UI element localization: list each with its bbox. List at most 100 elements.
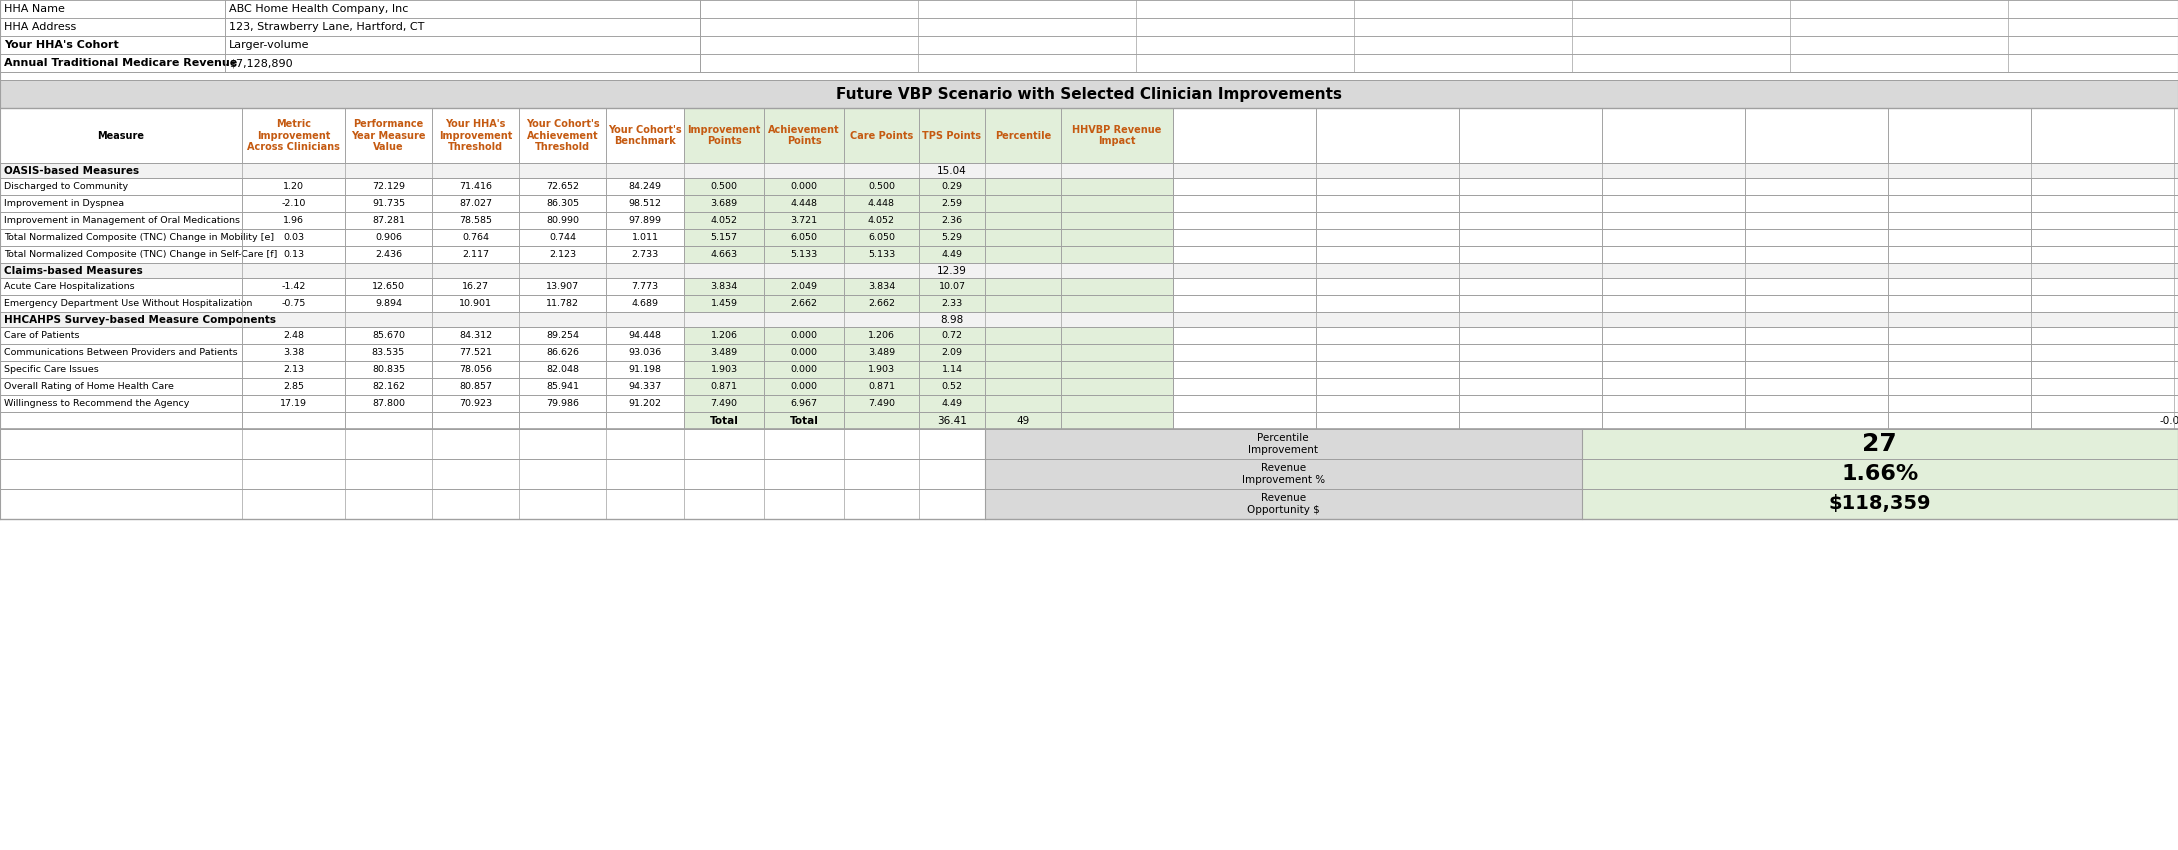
Bar bbox=[1745, 178, 1888, 195]
Bar bbox=[344, 378, 431, 395]
Bar bbox=[1745, 108, 1888, 163]
Bar bbox=[1745, 361, 1888, 378]
Text: 98.512: 98.512 bbox=[629, 199, 662, 208]
Text: 1.206: 1.206 bbox=[710, 331, 738, 340]
Bar bbox=[344, 344, 431, 361]
Bar bbox=[845, 295, 919, 312]
Text: 0.871: 0.871 bbox=[710, 382, 738, 391]
Bar bbox=[1061, 246, 1174, 263]
Bar bbox=[1316, 378, 1459, 395]
Bar bbox=[845, 229, 919, 246]
Text: 12.39: 12.39 bbox=[937, 265, 967, 275]
Bar bbox=[764, 361, 845, 378]
Bar bbox=[1316, 246, 1459, 263]
Bar bbox=[605, 378, 684, 395]
Bar bbox=[919, 195, 984, 212]
Bar bbox=[1459, 395, 1603, 412]
Text: 123, Strawberry Lane, Hartford, CT: 123, Strawberry Lane, Hartford, CT bbox=[229, 22, 425, 32]
Text: TPS Points: TPS Points bbox=[923, 131, 982, 140]
Text: HHA Address: HHA Address bbox=[4, 22, 76, 32]
Bar bbox=[919, 378, 984, 395]
Bar bbox=[518, 395, 605, 412]
Bar bbox=[1061, 378, 1174, 395]
Bar bbox=[2032, 212, 2178, 229]
Bar bbox=[0, 312, 2178, 327]
Text: 91.198: 91.198 bbox=[629, 365, 662, 374]
Bar bbox=[764, 212, 845, 229]
Bar bbox=[0, 212, 242, 229]
Bar bbox=[1603, 327, 1745, 344]
Bar bbox=[431, 327, 518, 344]
Bar bbox=[1316, 212, 1459, 229]
Text: Improvement in Management of Oral Medications: Improvement in Management of Oral Medica… bbox=[4, 216, 240, 225]
Bar bbox=[684, 212, 764, 229]
Bar bbox=[2032, 278, 2178, 295]
Bar bbox=[0, 36, 224, 54]
Bar bbox=[605, 278, 684, 295]
Text: 0.72: 0.72 bbox=[941, 331, 963, 340]
Text: Percentile: Percentile bbox=[995, 131, 1052, 140]
Text: 1.903: 1.903 bbox=[869, 365, 895, 374]
Bar bbox=[518, 361, 605, 378]
Bar bbox=[431, 229, 518, 246]
Bar bbox=[845, 412, 919, 429]
Text: 2.049: 2.049 bbox=[791, 282, 817, 291]
Bar bbox=[605, 395, 684, 412]
Bar bbox=[431, 246, 518, 263]
Text: 2.733: 2.733 bbox=[632, 250, 658, 259]
Bar bbox=[984, 395, 1061, 412]
Bar bbox=[431, 278, 518, 295]
Bar bbox=[764, 108, 845, 163]
Bar bbox=[1603, 212, 1745, 229]
Bar bbox=[1174, 195, 1316, 212]
Text: 36.41: 36.41 bbox=[937, 416, 967, 426]
Text: 0.000: 0.000 bbox=[791, 365, 817, 374]
Text: 0.000: 0.000 bbox=[791, 382, 817, 391]
Bar bbox=[2032, 195, 2178, 212]
Bar bbox=[0, 295, 242, 312]
Bar bbox=[1061, 361, 1174, 378]
Bar bbox=[344, 395, 431, 412]
Bar bbox=[1316, 108, 1459, 163]
Bar bbox=[1061, 195, 1174, 212]
Text: -0.06%: -0.06% bbox=[2161, 416, 2178, 426]
Bar bbox=[518, 246, 605, 263]
Bar bbox=[1745, 246, 1888, 263]
Bar bbox=[1174, 229, 1316, 246]
Bar bbox=[919, 278, 984, 295]
Bar bbox=[2032, 378, 2178, 395]
Bar bbox=[1459, 344, 1603, 361]
Text: 4.448: 4.448 bbox=[791, 199, 817, 208]
Bar bbox=[699, 54, 2178, 72]
Bar bbox=[431, 295, 518, 312]
Bar bbox=[919, 412, 984, 429]
Bar bbox=[684, 178, 764, 195]
Bar bbox=[1745, 212, 1888, 229]
Bar bbox=[845, 378, 919, 395]
Bar bbox=[1061, 229, 1174, 246]
Text: 3.689: 3.689 bbox=[710, 199, 738, 208]
Bar bbox=[431, 108, 518, 163]
Bar bbox=[1888, 195, 2032, 212]
Text: Larger-volume: Larger-volume bbox=[229, 40, 309, 50]
Text: Total Normalized Composite (TNC) Change in Self-Care [f]: Total Normalized Composite (TNC) Change … bbox=[4, 250, 277, 259]
Text: Percentile
Improvement: Percentile Improvement bbox=[1248, 434, 1318, 455]
Bar bbox=[2032, 295, 2178, 312]
Text: 85.941: 85.941 bbox=[547, 382, 579, 391]
Text: 0.52: 0.52 bbox=[941, 382, 963, 391]
Bar bbox=[0, 412, 242, 429]
Bar bbox=[0, 344, 242, 361]
Text: 0.744: 0.744 bbox=[549, 233, 575, 242]
Text: 87.800: 87.800 bbox=[372, 399, 405, 408]
Text: 0.000: 0.000 bbox=[791, 182, 817, 191]
Bar bbox=[605, 246, 684, 263]
Bar bbox=[1174, 361, 1316, 378]
Bar bbox=[919, 212, 984, 229]
Bar bbox=[431, 178, 518, 195]
Text: Metric
Improvement
Across Clinicians: Metric Improvement Across Clinicians bbox=[246, 119, 340, 152]
Bar bbox=[1603, 108, 1745, 163]
Bar bbox=[845, 246, 919, 263]
Bar bbox=[1174, 327, 1316, 344]
Bar bbox=[605, 212, 684, 229]
Text: Measure: Measure bbox=[98, 131, 144, 140]
